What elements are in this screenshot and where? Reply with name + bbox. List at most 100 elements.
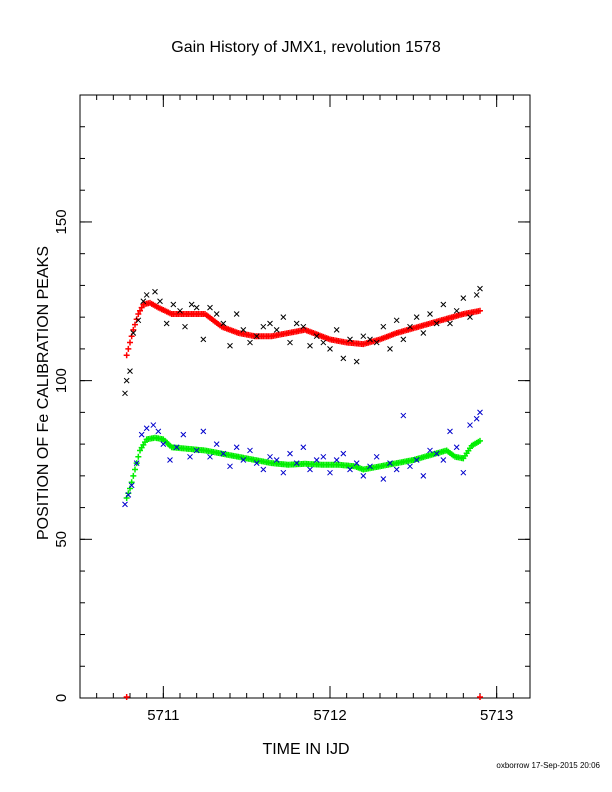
- lower-points-marker: [353, 460, 360, 467]
- upper-fit-marker: [137, 307, 143, 314]
- lower-points-marker: [477, 409, 483, 416]
- lower-points-marker: [367, 463, 373, 470]
- upper-points-marker: [367, 336, 373, 343]
- y-axis-label: POSITION OF Fe CALIBRATION PEAKS: [35, 246, 52, 540]
- x-tick-label: 5713: [480, 707, 513, 724]
- upper-points-marker: [188, 301, 195, 308]
- lower-points-marker: [407, 463, 413, 470]
- upper-points-marker: [177, 307, 183, 314]
- upper-points-marker: [122, 390, 128, 397]
- upper-points-marker: [130, 330, 137, 336]
- time-axis-marker: [123, 694, 130, 700]
- upper-points-marker: [333, 326, 340, 333]
- upper-points-marker: [460, 295, 467, 301]
- lower-points-marker: [287, 450, 293, 457]
- data-marks: [122, 285, 483, 700]
- upper-points-marker: [400, 336, 407, 343]
- lower-points-marker: [253, 460, 260, 467]
- lower-points-marker: [280, 469, 287, 476]
- lower-points-marker: [138, 431, 145, 438]
- upper-points-marker: [393, 317, 400, 324]
- upper-points-marker: [320, 339, 327, 346]
- upper-points-marker: [267, 320, 273, 327]
- lower-points-marker: [125, 492, 132, 498]
- lower-points-marker: [220, 450, 227, 457]
- lower-points-marker: [293, 460, 300, 467]
- lower-fit-marker: [128, 479, 135, 486]
- upper-points-marker: [140, 298, 147, 305]
- lower-fit-marker: [132, 466, 138, 473]
- lower-fit-marker: [135, 453, 142, 460]
- upper-points-marker: [152, 288, 158, 295]
- lower-points-marker: [333, 457, 340, 463]
- lower-points-marker: [193, 447, 200, 454]
- lower-points-marker: [267, 453, 273, 460]
- lower-points-marker: [187, 453, 193, 460]
- footer-credit: oxborrow 17-Sep-2015 20:06: [496, 761, 600, 770]
- upper-fit-marker: [127, 339, 133, 346]
- lower-points-marker: [240, 457, 247, 463]
- lower-fit-marker: [477, 437, 483, 444]
- upper-points-marker: [253, 333, 260, 340]
- y-tick-label: 0: [53, 694, 70, 702]
- upper-points-marker: [220, 320, 227, 327]
- upper-points-marker: [433, 320, 440, 327]
- upper-fit-marker: [132, 321, 138, 328]
- upper-points-marker: [420, 330, 427, 336]
- lower-points-marker: [340, 450, 347, 457]
- upper-points-marker: [273, 326, 280, 333]
- lower-points-marker: [373, 453, 380, 460]
- upper-points-marker: [135, 317, 142, 324]
- lower-points-marker: [307, 466, 313, 473]
- lower-points-marker: [160, 441, 167, 447]
- upper-points-marker: [387, 346, 393, 352]
- lower-fit-marker: [130, 472, 137, 479]
- lower-points-marker: [150, 422, 157, 428]
- lower-points-marker: [347, 466, 353, 473]
- lower-points-marker: [200, 428, 207, 435]
- upper-points-marker: [413, 314, 420, 321]
- upper-points-marker: [293, 320, 300, 327]
- upper-points-marker: [300, 323, 307, 330]
- time-axis-marker: [477, 694, 483, 700]
- upper-points-marker: [407, 323, 413, 330]
- upper-fit-marker: [123, 352, 130, 359]
- lower-points-marker: [420, 472, 427, 479]
- upper-points-marker: [440, 301, 447, 308]
- upper-fit-marker: [135, 310, 142, 317]
- lower-points-marker: [213, 441, 220, 447]
- lower-points-marker: [180, 431, 187, 438]
- upper-points-marker: [260, 323, 267, 330]
- plot-frame: [79, 94, 531, 699]
- lower-points-marker: [273, 457, 280, 463]
- upper-fit-marker: [138, 304, 145, 311]
- upper-points-marker: [307, 342, 313, 349]
- lower-points-marker: [233, 444, 240, 451]
- lower-points-marker: [320, 453, 327, 460]
- upper-fit-marker: [125, 345, 132, 352]
- upper-points-marker: [143, 292, 150, 298]
- lower-points-marker: [400, 412, 407, 419]
- upper-points-marker: [427, 311, 433, 317]
- upper-points-marker: [227, 342, 233, 349]
- lower-points-marker: [327, 469, 333, 476]
- lower-points-marker: [447, 428, 453, 435]
- upper-points-marker: [340, 355, 347, 362]
- lower-points-marker: [313, 457, 320, 463]
- upper-points-marker: [163, 320, 170, 327]
- lower-points-marker: [155, 428, 162, 435]
- tick-labels: 5711 5712 5713 0 50 100 150: [53, 209, 513, 724]
- lower-points-marker: [433, 450, 440, 457]
- y-tick-label: 100: [53, 368, 70, 393]
- upper-points-marker: [240, 326, 247, 333]
- upper-points-marker: [467, 314, 473, 321]
- lower-points-marker: [260, 466, 267, 473]
- upper-points-marker: [327, 346, 333, 352]
- upper-points-marker: [200, 336, 207, 343]
- lower-points-marker: [393, 466, 400, 473]
- upper-points-marker: [280, 314, 287, 321]
- upper-points-marker: [207, 304, 213, 311]
- upper-points-marker: [247, 339, 253, 346]
- lower-points-marker: [167, 457, 173, 463]
